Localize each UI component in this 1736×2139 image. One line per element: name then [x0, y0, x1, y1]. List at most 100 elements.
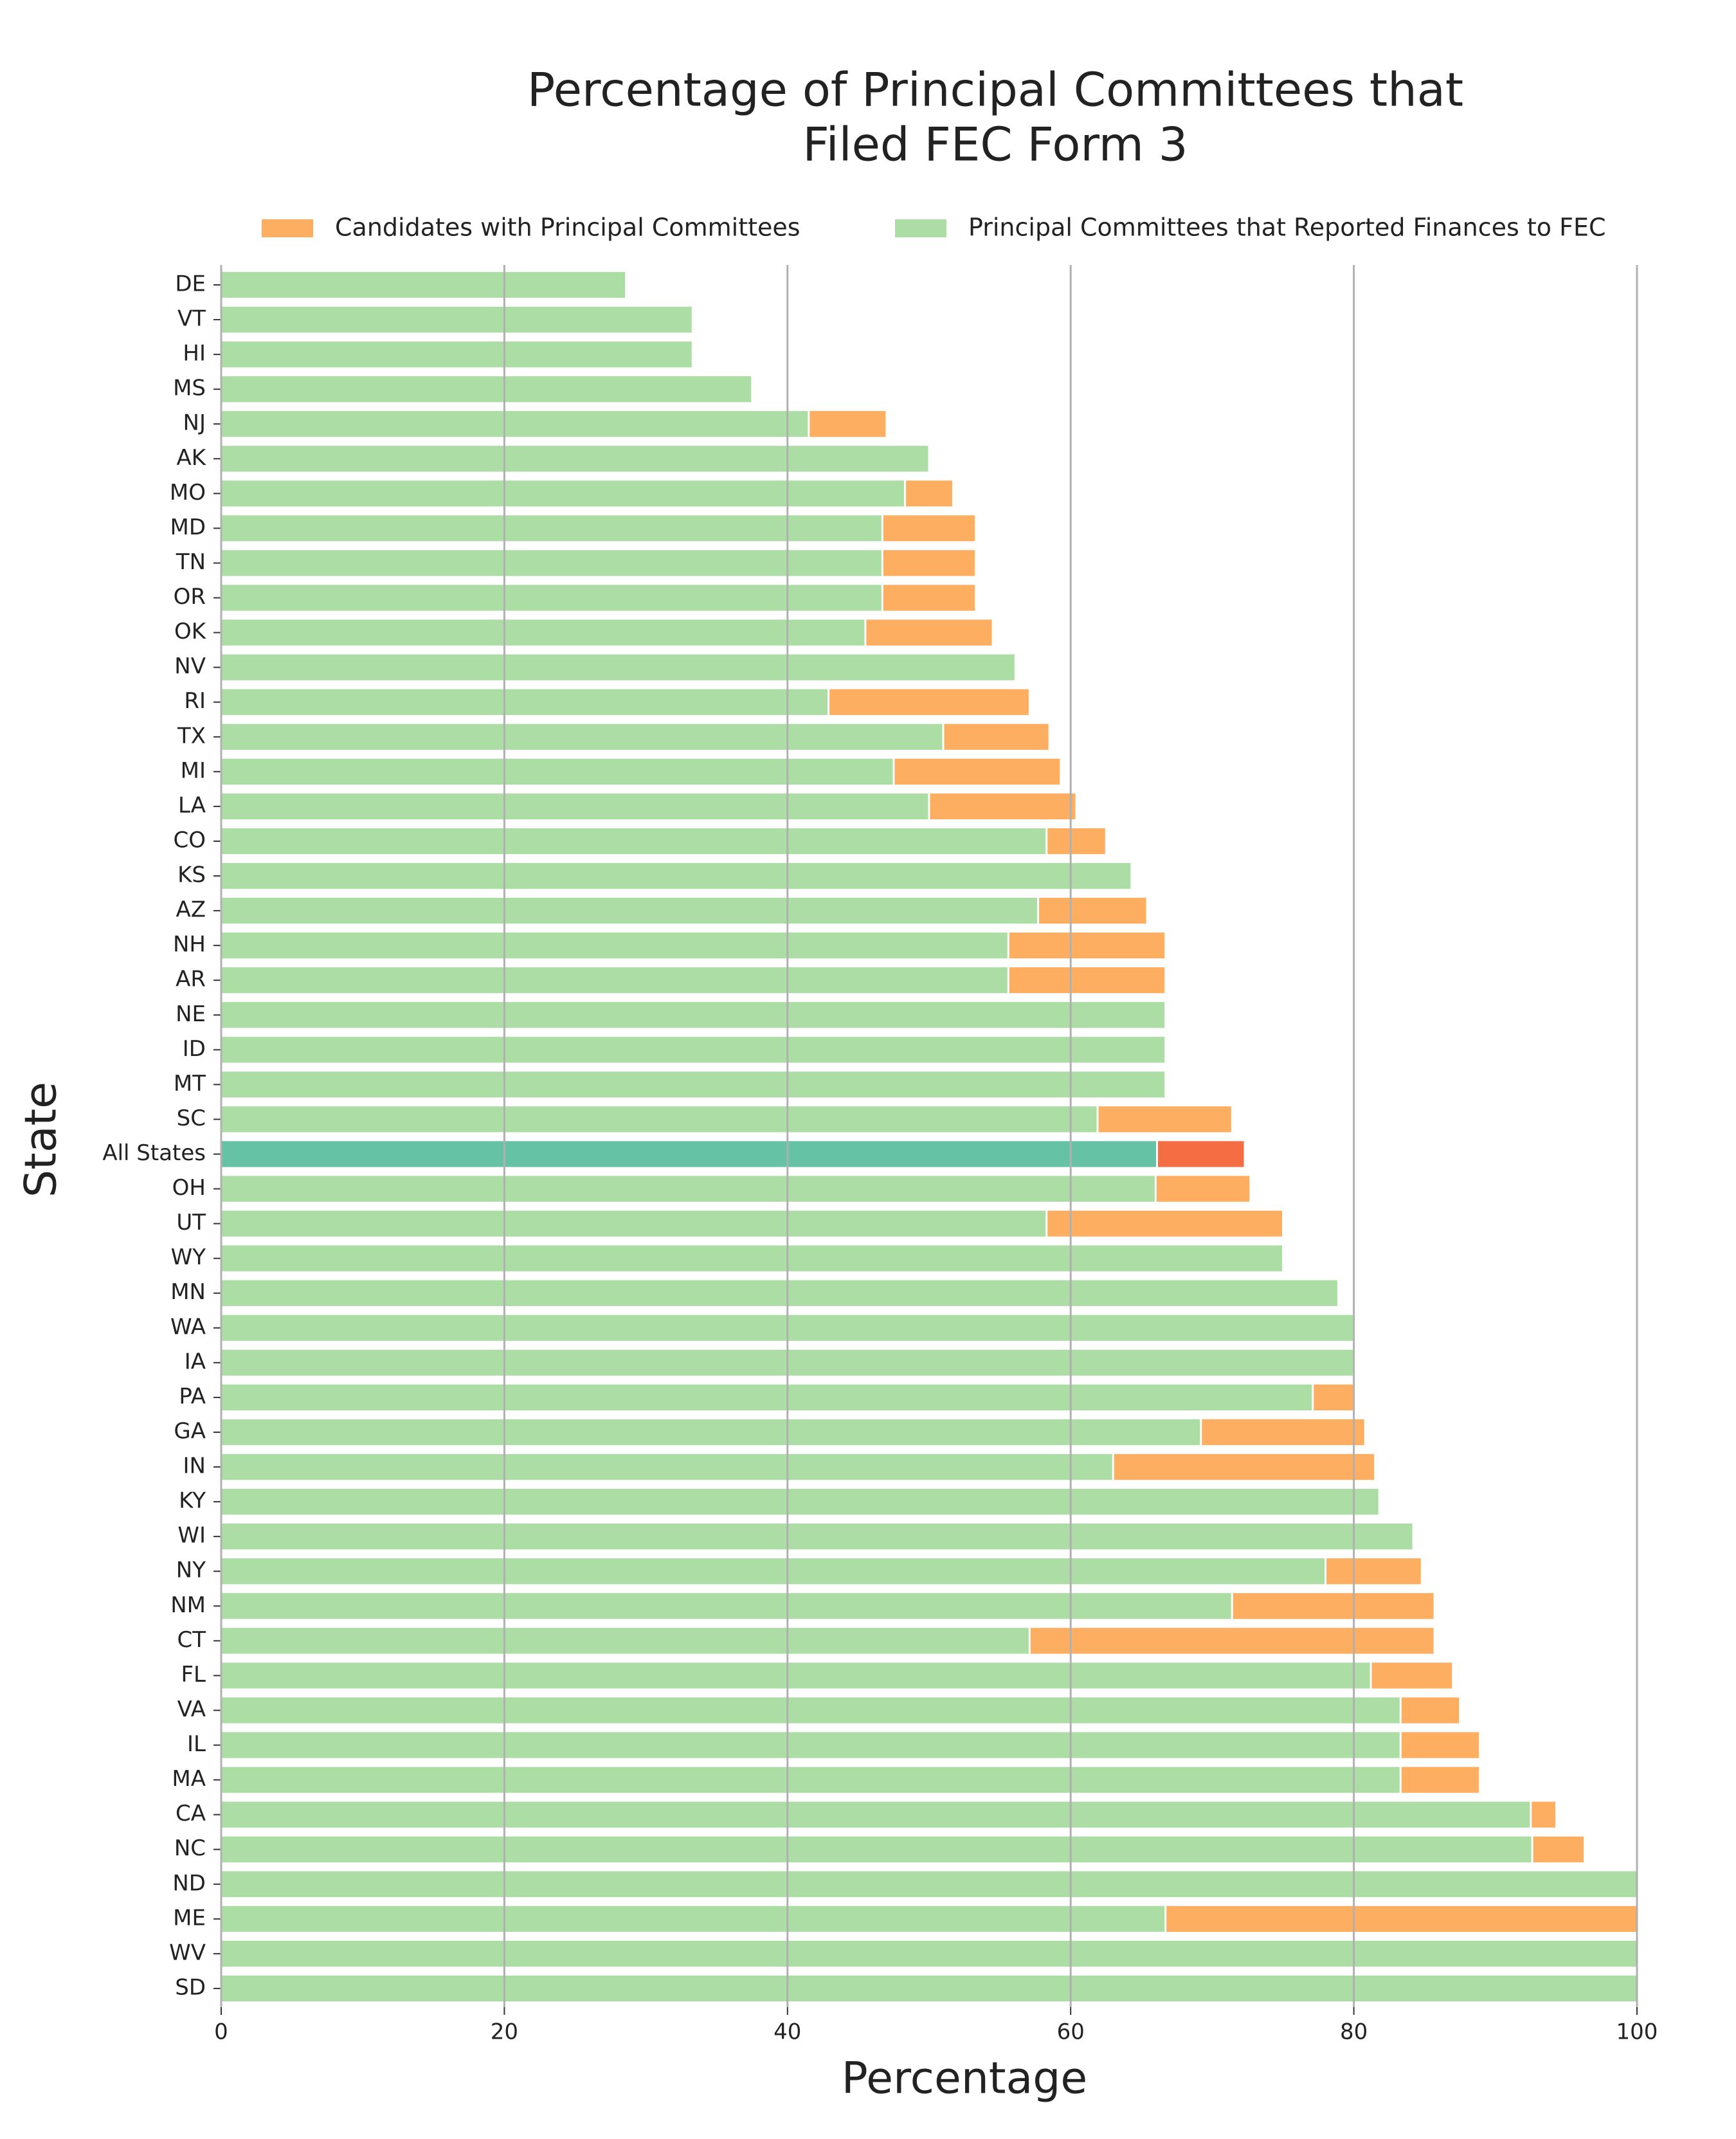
bar — [220, 374, 754, 405]
legend-label: Candidates with Principal Committees — [335, 214, 800, 242]
bar — [220, 965, 1009, 996]
y-tick-label: UT — [176, 1210, 206, 1235]
y-tick-label: MN — [170, 1279, 206, 1305]
y-tick-label: OH — [172, 1175, 206, 1201]
bar — [220, 1278, 1339, 1308]
bar — [220, 478, 907, 509]
bar — [220, 1486, 1380, 1517]
y-tick-label: MA — [172, 1766, 206, 1792]
y-tick-label: CT — [177, 1627, 206, 1653]
y-tick-label: NY — [176, 1558, 206, 1583]
y-tick-label: WI — [177, 1523, 206, 1549]
y-tick-label: MT — [174, 1071, 206, 1097]
bar — [220, 1522, 1415, 1552]
y-tick-label: NV — [174, 653, 206, 679]
bar — [220, 583, 883, 613]
y-tick-label: HI — [183, 341, 206, 367]
y-tick-label: MI — [181, 758, 206, 783]
bar — [220, 1695, 1402, 1725]
y-tick-label: WY — [171, 1244, 206, 1270]
y-tick-label: FL — [181, 1662, 206, 1688]
bar — [220, 1938, 1638, 1969]
y-axis-label: State — [16, 1082, 67, 1197]
x-tick-label: 20 — [491, 2019, 518, 2045]
y-tick-label: ID — [183, 1036, 206, 1062]
bar — [220, 756, 895, 787]
y-tick-label: NJ — [183, 410, 206, 436]
y-tick-label: IN — [183, 1453, 206, 1479]
x-tick-label: 80 — [1340, 2019, 1368, 2045]
y-tick-label: AK — [176, 445, 206, 471]
y-tick-label: WV — [169, 1940, 206, 1965]
y-tick-label: AR — [176, 967, 206, 992]
bar — [220, 444, 930, 474]
bar — [220, 1556, 1327, 1587]
y-tick-label: ND — [172, 1870, 206, 1896]
x-axis-label: Percentage — [842, 2053, 1088, 2104]
bar — [220, 1904, 1167, 1934]
bar — [220, 826, 1048, 857]
bar — [220, 931, 1009, 961]
y-tick-label: MD — [170, 514, 206, 540]
bar — [220, 1591, 1233, 1621]
bar — [220, 687, 830, 717]
y-tick-label: SD — [175, 1974, 206, 2000]
bar — [220, 791, 930, 822]
y-tick-label: GA — [174, 1418, 206, 1444]
bar — [220, 1382, 1314, 1413]
x-tick-label: 40 — [773, 2019, 801, 2045]
y-tick-label: IL — [187, 1731, 206, 1757]
bar — [220, 409, 810, 439]
y-tick-label: OK — [174, 619, 207, 644]
y-tick-label: RI — [184, 688, 206, 714]
y-tick-label: CA — [176, 1801, 206, 1826]
bar — [220, 548, 883, 578]
y-tick-label: SC — [177, 1106, 206, 1131]
bar — [220, 1452, 1114, 1482]
bar — [220, 1661, 1372, 1691]
bar — [220, 1417, 1202, 1448]
y-tick-label: TN — [176, 549, 206, 575]
bar — [220, 652, 1017, 682]
bar — [220, 1834, 1533, 1864]
y-tick-label: KY — [179, 1488, 206, 1514]
bar — [220, 722, 945, 752]
y-tick-label: OR — [174, 584, 206, 610]
y-tick-label: NC — [174, 1835, 206, 1861]
bar — [220, 304, 694, 335]
y-tick-label: LA — [178, 792, 206, 818]
chart-title: Percentage of Principal Committees that — [527, 63, 1463, 117]
y-tick-label: MS — [173, 376, 206, 401]
y-tick-label: AZ — [176, 897, 206, 923]
bar — [220, 1730, 1402, 1760]
bar — [220, 513, 883, 543]
bar — [220, 1799, 1532, 1830]
legend-swatch — [262, 219, 313, 237]
y-tick-label: WA — [170, 1314, 206, 1340]
chart-title: Filed FEC Form 3 — [802, 118, 1188, 172]
bar — [220, 617, 867, 648]
y-tick-label: PA — [179, 1383, 206, 1409]
y-tick-label: CO — [173, 827, 206, 853]
bar — [220, 1626, 1031, 1656]
bar — [220, 339, 694, 370]
bar — [220, 1765, 1402, 1795]
bar — [220, 1104, 1099, 1134]
bar — [220, 1208, 1048, 1239]
bar — [220, 1035, 1167, 1065]
y-tick-label: NH — [173, 932, 206, 958]
bar — [220, 1243, 1284, 1273]
bar — [220, 1139, 1159, 1169]
x-tick-label: 100 — [1616, 2019, 1658, 2045]
y-tick-label: VT — [177, 306, 206, 332]
bar — [220, 1973, 1638, 2004]
bar — [220, 1070, 1167, 1100]
bar — [220, 895, 1040, 926]
y-tick-label: MO — [170, 480, 206, 505]
bar — [220, 269, 628, 300]
y-tick-label: NE — [176, 1001, 206, 1027]
x-tick-label: 60 — [1057, 2019, 1085, 2045]
y-tick-label: ME — [173, 1905, 206, 1931]
legend-swatch — [895, 219, 946, 237]
